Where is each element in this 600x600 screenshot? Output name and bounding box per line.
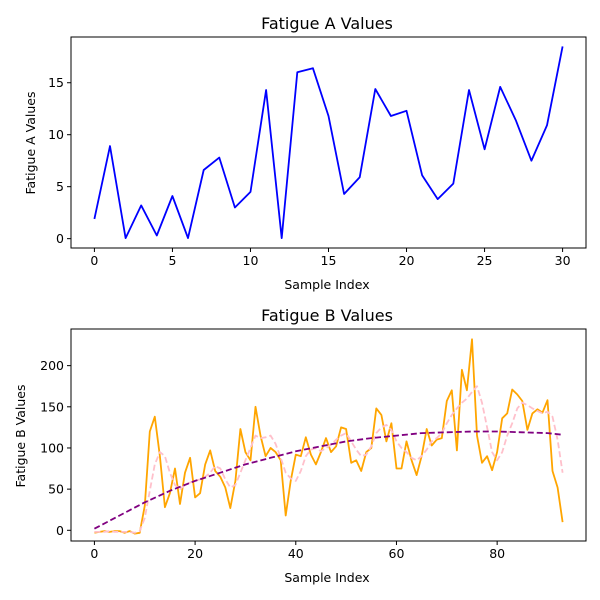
plot-area <box>70 36 587 249</box>
x-tick-label: 20 <box>187 546 203 561</box>
x-tick-label: 25 <box>477 253 493 268</box>
x-tick-label: 0 <box>90 546 98 561</box>
y-tick-label: 0 <box>56 231 64 246</box>
y-tick-label: 100 <box>40 440 64 455</box>
series-line-0 <box>93 46 564 240</box>
axis-ticks: 0 5 10 15 20 25 30 0 5 10 15 <box>48 75 570 268</box>
y-tick-label: 0 <box>56 523 64 538</box>
chart-fatigue-b: Fatigue B Values Sample Index Fatigue B … <box>13 306 587 585</box>
series-group <box>93 338 564 535</box>
x-tick-label: 80 <box>489 546 505 561</box>
chart-title: Fatigue B Values <box>261 306 393 325</box>
series-group <box>93 46 564 240</box>
x-tick-label: 40 <box>288 546 304 561</box>
series-line-0 <box>94 338 564 535</box>
x-tick-label: 30 <box>555 253 571 268</box>
x-tick-label: 20 <box>399 253 415 268</box>
y-axis-label: Fatigue B Values <box>13 385 28 488</box>
x-tick-label: 10 <box>243 253 259 268</box>
y-tick-label: 10 <box>48 127 64 142</box>
y-tick-label: 15 <box>48 75 64 90</box>
y-tick-label: 150 <box>40 399 64 414</box>
x-tick-label: 5 <box>168 253 176 268</box>
x-axis-label: Sample Index <box>284 277 369 292</box>
y-tick-label: 5 <box>56 179 64 194</box>
x-tick-label: 15 <box>321 253 337 268</box>
y-tick-label: 50 <box>48 482 64 497</box>
y-tick-label: 200 <box>40 358 64 373</box>
series-line-2 <box>93 430 563 530</box>
plot-area <box>70 328 587 542</box>
chart-title: Fatigue A Values <box>261 14 393 33</box>
x-tick-label: 0 <box>90 253 98 268</box>
series-line-1 <box>94 385 564 534</box>
x-axis-label: Sample Index <box>284 570 369 585</box>
chart-fatigue-a: Fatigue A Values Sample Index Fatigue A … <box>23 14 587 292</box>
y-axis-label: Fatigue A Values <box>23 92 38 195</box>
x-tick-label: 60 <box>389 546 405 561</box>
axis-ticks: 0 20 40 60 80 0 50 100 150 200 <box>40 358 505 561</box>
